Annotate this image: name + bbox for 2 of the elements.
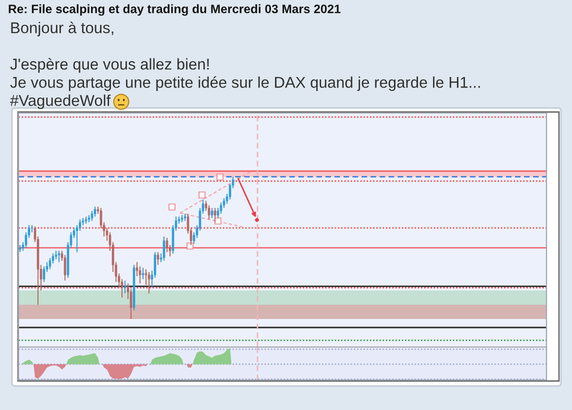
chart-title: Re: File scalping et day trading du Mercredi 03 Mars 2021 [8, 4, 340, 16]
text: Bonjour à tous, J'espère que vous allez bien! Je vous partage une petite idée sur le DAX quand je regarde le H1... #VaguedeWolf [10, 22, 480, 110]
